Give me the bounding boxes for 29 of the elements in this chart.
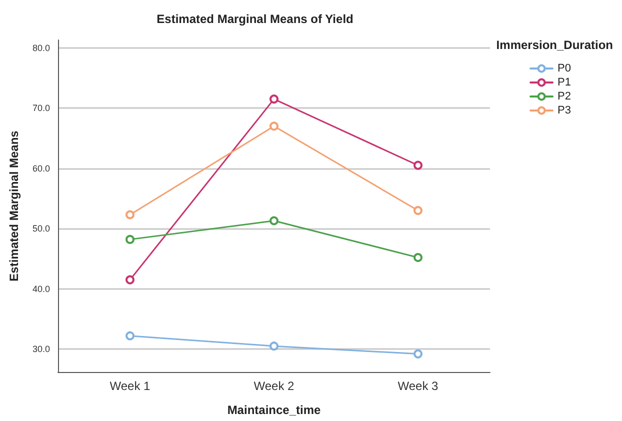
- point: [126, 210, 134, 220]
- y-tick-label: 60.0: [32, 163, 50, 174]
- point: [414, 160, 422, 170]
- point: [270, 216, 278, 226]
- x-tick-label: Week 1: [110, 379, 151, 393]
- chart-title: Estimated Marginal Means of Yield: [156, 12, 354, 26]
- point: [414, 206, 422, 216]
- y-tick-label: 80.0: [32, 42, 50, 53]
- point: [270, 94, 278, 104]
- point: [126, 331, 134, 340]
- point: [126, 234, 134, 244]
- x-tick-label: Week 3: [398, 379, 439, 393]
- y-tick-label: 50.0: [32, 224, 50, 234]
- x-axis-title: Maintaince_time: [227, 403, 321, 417]
- legend-label: P0: [558, 62, 572, 74]
- point: [414, 253, 422, 262]
- legend-title: Immersion_Duration: [496, 38, 614, 52]
- point: [414, 349, 422, 358]
- x-tick-label: Week 2: [254, 379, 295, 393]
- y-tick-label: 30.0: [32, 344, 50, 354]
- legend-label: P3: [558, 104, 572, 116]
- y-tick-label: 70.0: [32, 103, 50, 114]
- point: [126, 275, 134, 284]
- y-tick-label: 40.0: [32, 284, 50, 294]
- point: [270, 122, 278, 131]
- point: [270, 342, 278, 351]
- legend-label: P2: [558, 90, 572, 102]
- legend-label: P1: [558, 76, 572, 88]
- y-axis-title: Estimated Marginal Means: [7, 130, 21, 282]
